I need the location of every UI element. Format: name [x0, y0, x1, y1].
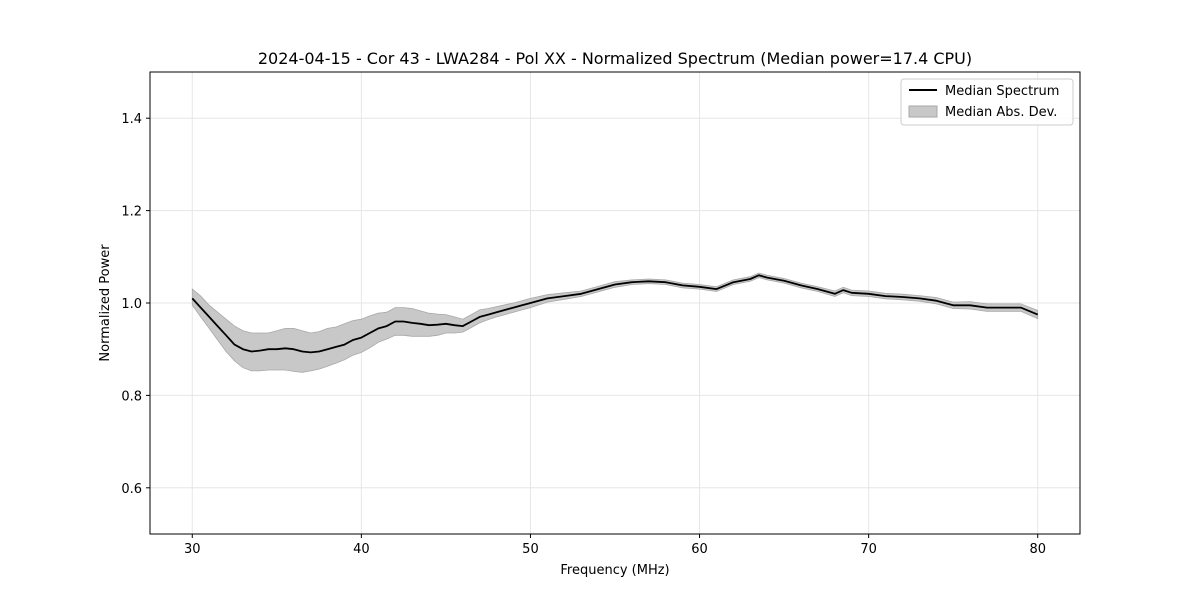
chart-title: 2024-04-15 - Cor 43 - LWA284 - Pol XX - …	[258, 49, 972, 68]
y-axis-label: Normalized Power	[98, 244, 113, 362]
x-tick-label: 30	[184, 542, 201, 557]
x-tick-label: 40	[353, 542, 370, 557]
legend-band-swatch	[908, 105, 938, 118]
line-layer	[191, 274, 1039, 354]
y-tick-label: 1.2	[121, 205, 142, 220]
legend: Median Spectrum Median Abs. Dev.	[900, 78, 1074, 126]
legend-entry-median-abs-dev: Median Abs. Dev.	[945, 105, 1057, 120]
series-median-spectrum-line	[191, 274, 1039, 354]
y-tick-label: 1.0	[121, 297, 142, 312]
legend-entry-median-spectrum: Median Spectrum	[945, 84, 1059, 99]
series-median-abs-dev-band	[191, 272, 1039, 373]
y-tick-label: 0.8	[121, 389, 142, 404]
x-axis-label: Frequency (MHz)	[560, 563, 669, 578]
y-axis-ticks: 0.6 0.8 1.0 1.2 1.4	[121, 112, 150, 497]
grid	[150, 72, 1080, 534]
x-tick-label: 50	[522, 542, 539, 557]
band-layer	[191, 272, 1039, 373]
x-tick-label: 80	[1029, 542, 1046, 557]
y-tick-label: 1.4	[121, 112, 142, 127]
y-tick-label: 0.6	[121, 482, 142, 497]
x-tick-label: 60	[691, 542, 708, 557]
legend-box	[900, 78, 1074, 126]
x-axis-ticks: 30 40 50 60 70 80	[184, 534, 1046, 557]
x-tick-label: 70	[860, 542, 877, 557]
